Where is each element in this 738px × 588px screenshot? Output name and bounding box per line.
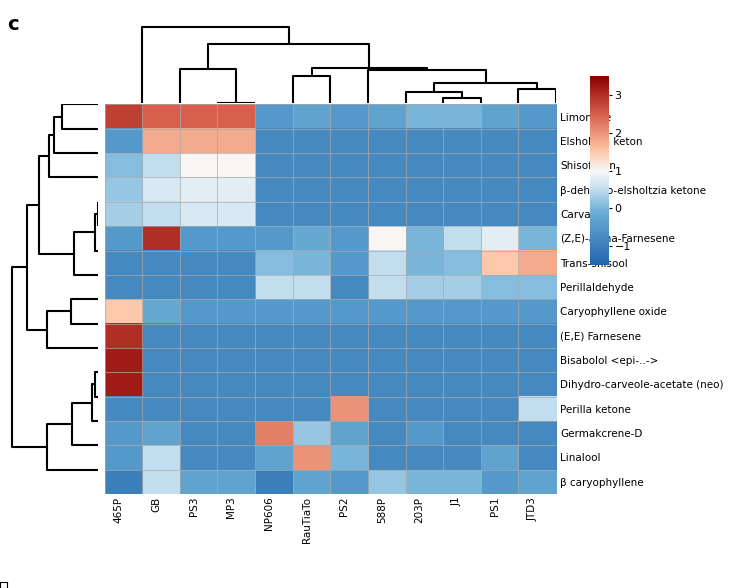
- Text: c: c: [7, 15, 19, 34]
